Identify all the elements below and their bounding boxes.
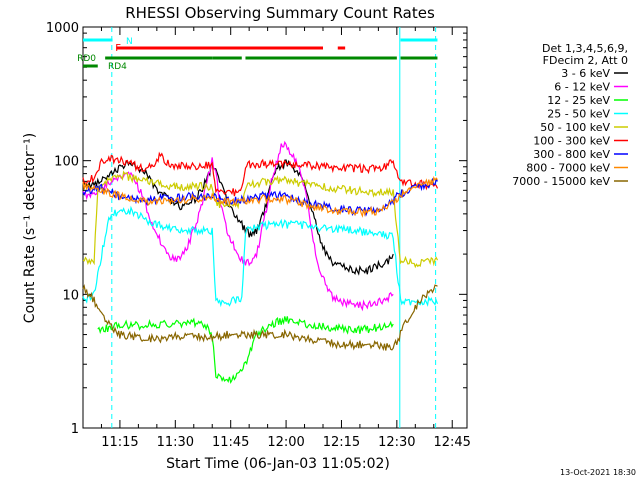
legend-entry-label: 50 - 100 keV bbox=[540, 121, 610, 134]
flag-label: RD0 bbox=[77, 54, 96, 64]
x-tick-labels: 11:15 11:30 11:45 12:00 12:15 12:30 12:45 bbox=[101, 435, 471, 450]
legend-title: Det 1,3,4,5,6,9, bbox=[542, 42, 628, 55]
series-line-9 bbox=[82, 283, 438, 352]
tick-marks bbox=[82, 26, 467, 429]
series-line-7 bbox=[82, 177, 438, 217]
flag-bar-n bbox=[83, 38, 113, 42]
flag-bars: NF RD0 RD4 bbox=[77, 37, 438, 72]
legend-entry-label: 3 - 6 keV bbox=[561, 67, 610, 80]
footer-timestamp: 13-Oct-2021 18:30 bbox=[560, 468, 636, 477]
legend-entry-label: 100 - 300 keV bbox=[533, 135, 610, 148]
y-axis-label: Count Rate (s⁻¹ detector⁻¹) bbox=[22, 133, 38, 323]
flag-label: F bbox=[115, 43, 121, 54]
flag-bar-f bbox=[116, 46, 323, 50]
flag-label: N bbox=[126, 37, 133, 47]
legend-entry-label: 6 - 12 keV bbox=[554, 81, 610, 94]
x-tick-label: 12:00 bbox=[267, 435, 304, 450]
series-lines bbox=[82, 140, 439, 385]
x-tick-label: 12:45 bbox=[433, 435, 470, 450]
x-axis-label: Start Time (06-Jan-03 11:05:02) bbox=[166, 456, 390, 472]
x-tick-label: 11:30 bbox=[157, 435, 194, 450]
legend-entry-label: 7000 - 15000 keV bbox=[512, 175, 610, 188]
flag-bar-rd0 bbox=[400, 56, 438, 60]
series-line-3 bbox=[97, 316, 394, 385]
series-line-8 bbox=[82, 176, 438, 218]
legend-entry-label: 12 - 25 keV bbox=[547, 94, 610, 107]
series-line-5 bbox=[82, 170, 439, 269]
y-tick-labels: 1 10 100 1000 bbox=[46, 21, 79, 437]
series-line-2 bbox=[82, 140, 394, 312]
legend-title: FDecim 2, Att 0 bbox=[543, 54, 628, 67]
flag-label: RD4 bbox=[108, 62, 127, 72]
x-tick-label: 12:30 bbox=[378, 435, 415, 450]
flag-bar-rd4 bbox=[83, 64, 98, 68]
flag-bar-n bbox=[400, 38, 438, 42]
flag-bar-rd0 bbox=[105, 56, 213, 60]
flag-bar-rd0 bbox=[212, 56, 242, 60]
series-line-6 bbox=[82, 151, 439, 197]
x-tick-label: 11:15 bbox=[101, 435, 138, 450]
y-tick-label: 100 bbox=[54, 155, 79, 170]
flag-bar-f bbox=[337, 46, 346, 50]
x-tick-label: 12:15 bbox=[323, 435, 360, 450]
y-tick-label: 1 bbox=[71, 422, 79, 437]
legend: Det 1,3,4,5,6,9,FDecim 2, Att 03 - 6 keV… bbox=[512, 42, 628, 188]
flag-bar-rd0 bbox=[245, 56, 397, 60]
plot-frame bbox=[82, 26, 468, 429]
chart-title: RHESSI Observing Summary Count Rates bbox=[125, 4, 435, 22]
vertical-markers bbox=[111, 27, 437, 428]
y-tick-label: 10 bbox=[62, 288, 79, 303]
legend-entry-label: 25 - 50 keV bbox=[547, 108, 610, 121]
x-tick-label: 11:45 bbox=[212, 435, 249, 450]
legend-entry-label: 800 - 7000 keV bbox=[526, 162, 610, 175]
y-tick-label: 1000 bbox=[46, 21, 79, 36]
series-line-4 bbox=[82, 205, 439, 308]
legend-entry-label: 300 - 800 keV bbox=[533, 148, 610, 161]
